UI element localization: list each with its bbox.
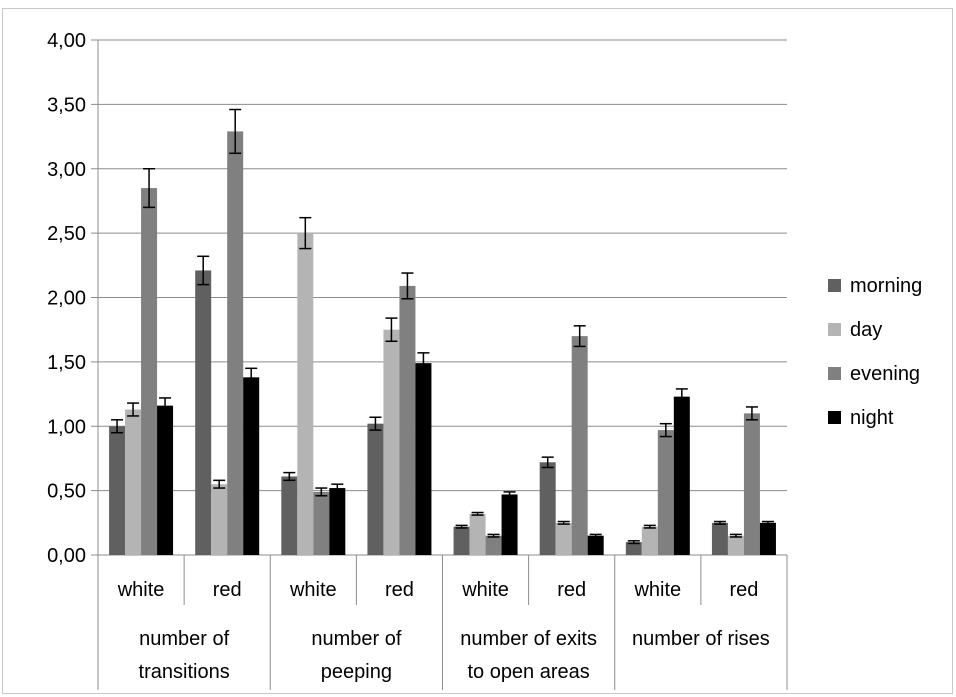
bar-night	[673, 396, 690, 555]
legend-label-morning: morning	[850, 275, 922, 297]
y-tick-label: 1,00	[47, 416, 86, 438]
bar-morning	[453, 526, 470, 555]
bar-morning	[367, 423, 384, 555]
bar-evening	[141, 188, 158, 555]
legend-swatch-night	[828, 411, 841, 424]
y-tick-label: 2,50	[47, 223, 86, 245]
group-label: transitions	[139, 661, 230, 683]
group-label: number of	[139, 628, 229, 650]
y-tick-label: 0,50	[47, 481, 86, 503]
y-tick-label: 0,00	[47, 545, 86, 567]
category-label: white	[117, 579, 165, 601]
bar-evening	[485, 535, 502, 555]
bar-evening	[313, 491, 330, 555]
bar-evening	[657, 430, 674, 555]
y-tick-label: 1,50	[47, 352, 86, 374]
legend-label-evening: evening	[850, 363, 920, 385]
bar-day	[297, 233, 314, 555]
group-label: number of exits	[460, 628, 597, 650]
bar-day	[641, 526, 658, 555]
group-label: to open areas	[467, 661, 589, 683]
bar-night	[759, 522, 776, 555]
bar-night	[329, 488, 346, 555]
bar-morning	[625, 542, 642, 555]
bar-day	[727, 535, 744, 555]
y-tick-label: 4,00	[47, 30, 86, 52]
legend-swatch-morning	[828, 279, 841, 292]
y-tick-label: 3,00	[47, 159, 86, 181]
chart-frame	[2, 8, 953, 694]
legend-swatch-day	[828, 323, 841, 336]
bar-night	[243, 377, 260, 555]
bar-evening	[743, 413, 760, 555]
legend-label-day: day	[850, 319, 882, 341]
group-label: number of	[311, 628, 401, 650]
bar-night	[501, 494, 518, 555]
bar-night	[415, 363, 432, 555]
bar-morning	[195, 270, 212, 555]
bar-morning	[281, 476, 298, 555]
bar-day	[383, 329, 400, 555]
bar-evening	[227, 131, 244, 555]
bar-day	[555, 522, 572, 555]
bar-day	[211, 484, 228, 555]
bar-day	[125, 409, 142, 555]
category-label: red	[729, 579, 758, 601]
bar-day	[469, 513, 486, 555]
legend-label-night: night	[850, 407, 894, 429]
category-label: white	[289, 579, 337, 601]
category-label: white	[633, 579, 681, 601]
legend-swatch-evening	[828, 367, 841, 380]
category-label: red	[213, 579, 242, 601]
category-label: white	[461, 579, 509, 601]
y-tick-label: 2,00	[47, 288, 86, 310]
bar-morning	[711, 522, 728, 555]
bar-night	[587, 535, 604, 555]
bar-evening	[571, 336, 588, 555]
bar-evening	[399, 285, 416, 555]
bar-morning	[109, 426, 126, 555]
bar-night	[157, 405, 174, 555]
category-label: red	[557, 579, 586, 601]
group-label: peeping	[321, 661, 392, 683]
y-tick-label: 3,50	[47, 94, 86, 116]
bar-morning	[539, 462, 556, 555]
category-label: red	[385, 579, 414, 601]
group-label: number of rises	[632, 628, 770, 650]
